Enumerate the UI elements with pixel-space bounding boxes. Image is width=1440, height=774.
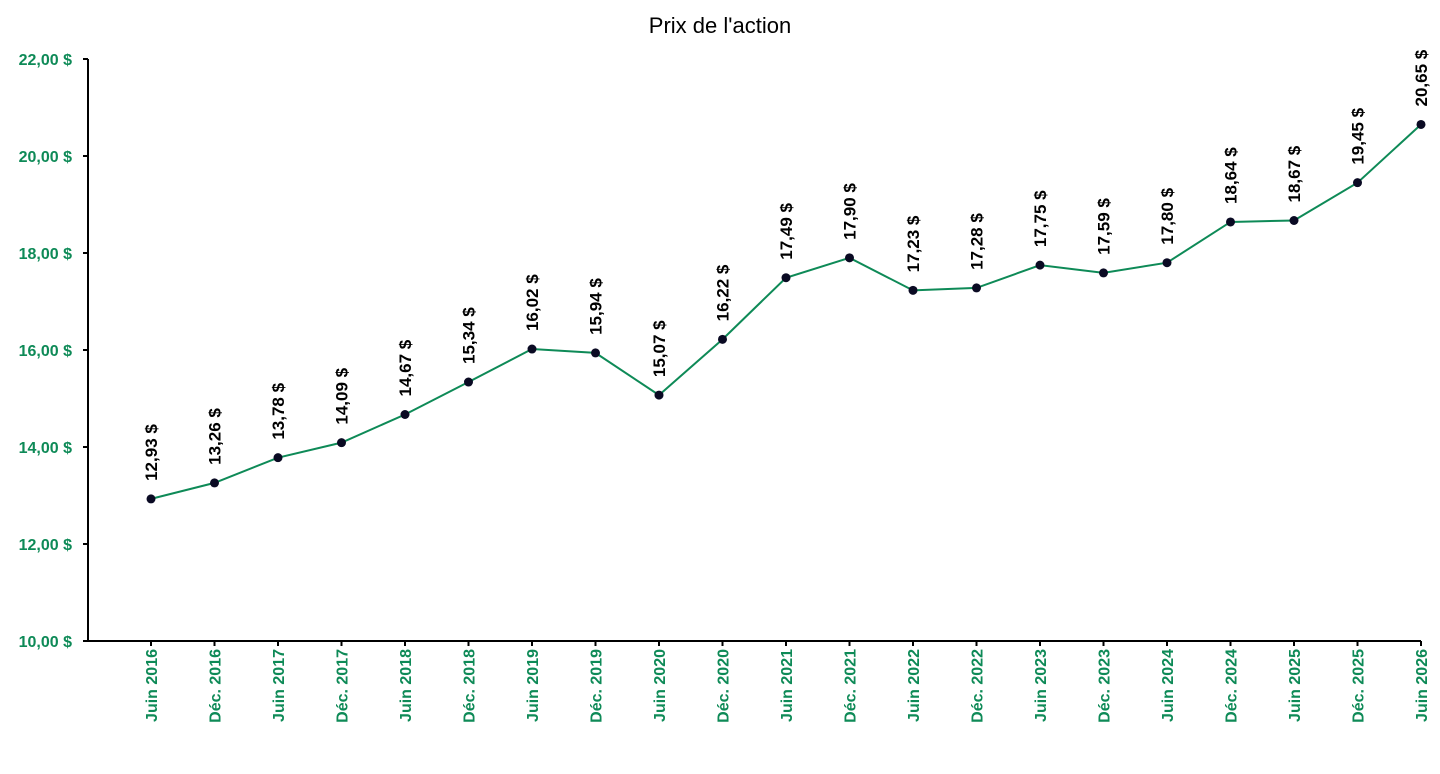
data-point bbox=[1416, 119, 1426, 129]
x-tick-label: Juin 2020 bbox=[652, 649, 669, 722]
data-point bbox=[210, 478, 219, 488]
x-tick-label: Juin 2021 bbox=[779, 649, 796, 722]
data-label: 18,67 $ bbox=[1285, 145, 1304, 202]
x-tick-label: Juin 2017 bbox=[271, 649, 288, 722]
series-layer bbox=[146, 119, 1426, 504]
y-tick-label: 22,00 $ bbox=[19, 52, 72, 69]
data-label: 14,09 $ bbox=[333, 367, 352, 424]
data-label: 15,34 $ bbox=[460, 307, 479, 364]
x-tick-label: Déc. 2020 bbox=[716, 649, 733, 723]
x-tick-label: Juin 2023 bbox=[1033, 649, 1050, 722]
y-tick-label: 10,00 $ bbox=[19, 634, 72, 651]
data-label: 19,45 $ bbox=[1349, 107, 1368, 164]
x-tick-label: Déc. 2025 bbox=[1351, 649, 1368, 723]
x-tick-label: Juin 2019 bbox=[525, 649, 542, 722]
data-label: 17,75 $ bbox=[1031, 190, 1050, 247]
y-tick-label: 16,00 $ bbox=[19, 343, 72, 360]
x-tick-label: Juin 2025 bbox=[1287, 649, 1304, 722]
data-point bbox=[273, 453, 283, 463]
y-tick-label: 14,00 $ bbox=[19, 440, 72, 457]
data-label: 17,49 $ bbox=[777, 202, 796, 259]
x-tick-label: Juin 2022 bbox=[906, 649, 923, 722]
x-tick-label: Déc. 2019 bbox=[589, 649, 606, 723]
x-tick-label: Déc. 2021 bbox=[843, 649, 860, 723]
data-point bbox=[1353, 178, 1362, 188]
data-label: 17,59 $ bbox=[1095, 198, 1114, 255]
y-tick-label: 18,00 $ bbox=[19, 246, 72, 263]
data-label: 14,67 $ bbox=[396, 339, 415, 396]
data-point bbox=[527, 344, 537, 354]
data-point bbox=[337, 438, 346, 448]
chart-title: Prix de l'action bbox=[649, 13, 791, 38]
x-tick-label: Déc. 2023 bbox=[1097, 649, 1114, 723]
data-label: 16,02 $ bbox=[523, 274, 542, 331]
data-point bbox=[146, 494, 156, 504]
data-point bbox=[972, 283, 981, 293]
data-label: 17,28 $ bbox=[968, 213, 987, 270]
data-point bbox=[654, 390, 664, 400]
data-label: 17,23 $ bbox=[904, 215, 923, 272]
x-tick-label: Déc. 2016 bbox=[208, 649, 225, 723]
data-labels: 12,93 $ 13,26 $ 13,78 $ 14,09 $ 14,67 $ 15,34… bbox=[142, 49, 1431, 481]
data-point bbox=[1162, 258, 1172, 268]
data-label: 13,78 $ bbox=[269, 382, 288, 439]
x-tick-label: Juin 2016 bbox=[144, 649, 161, 722]
data-label: 16,22 $ bbox=[714, 264, 733, 321]
data-point bbox=[718, 334, 727, 344]
data-label: 15,94 $ bbox=[587, 278, 606, 335]
data-label: 17,90 $ bbox=[841, 183, 860, 240]
data-point bbox=[400, 410, 410, 420]
data-label: 12,93 $ bbox=[142, 424, 161, 481]
x-tick-label: Déc. 2017 bbox=[335, 649, 352, 723]
data-point bbox=[1289, 216, 1299, 226]
x-tick-label: Juin 2026 bbox=[1414, 649, 1431, 722]
data-label: 17,80 $ bbox=[1158, 187, 1177, 244]
axes bbox=[87, 59, 1421, 642]
data-point bbox=[1226, 217, 1235, 227]
data-label: 15,07 $ bbox=[650, 320, 669, 377]
x-tick-label: Déc. 2018 bbox=[462, 649, 479, 723]
data-point bbox=[1035, 260, 1045, 270]
x-tick-label: Déc. 2022 bbox=[970, 649, 987, 723]
data-point bbox=[464, 377, 473, 387]
data-label: 20,65 $ bbox=[1412, 49, 1431, 106]
data-point bbox=[781, 273, 791, 283]
data-label: 13,26 $ bbox=[206, 408, 225, 465]
data-point bbox=[591, 348, 600, 358]
y-axis-ticks: 10,00 $ 12,00 $ 14,00 $ 16,00 $ 18,00 $ 20,00… bbox=[19, 52, 88, 651]
data-point bbox=[908, 285, 918, 295]
x-axis-ticks: Juin 2016 Déc. 2016 Juin 2017 Déc. 2017 Juin… bbox=[144, 641, 1431, 723]
data-point bbox=[845, 253, 854, 263]
y-tick-label: 12,00 $ bbox=[19, 537, 72, 554]
x-tick-label: Juin 2018 bbox=[398, 649, 415, 722]
data-label: 18,64 $ bbox=[1222, 147, 1241, 204]
y-tick-label: 20,00 $ bbox=[19, 149, 72, 166]
x-tick-label: Juin 2024 bbox=[1160, 649, 1177, 722]
x-tick-label: Déc. 2024 bbox=[1224, 649, 1241, 723]
data-point bbox=[1099, 268, 1108, 278]
